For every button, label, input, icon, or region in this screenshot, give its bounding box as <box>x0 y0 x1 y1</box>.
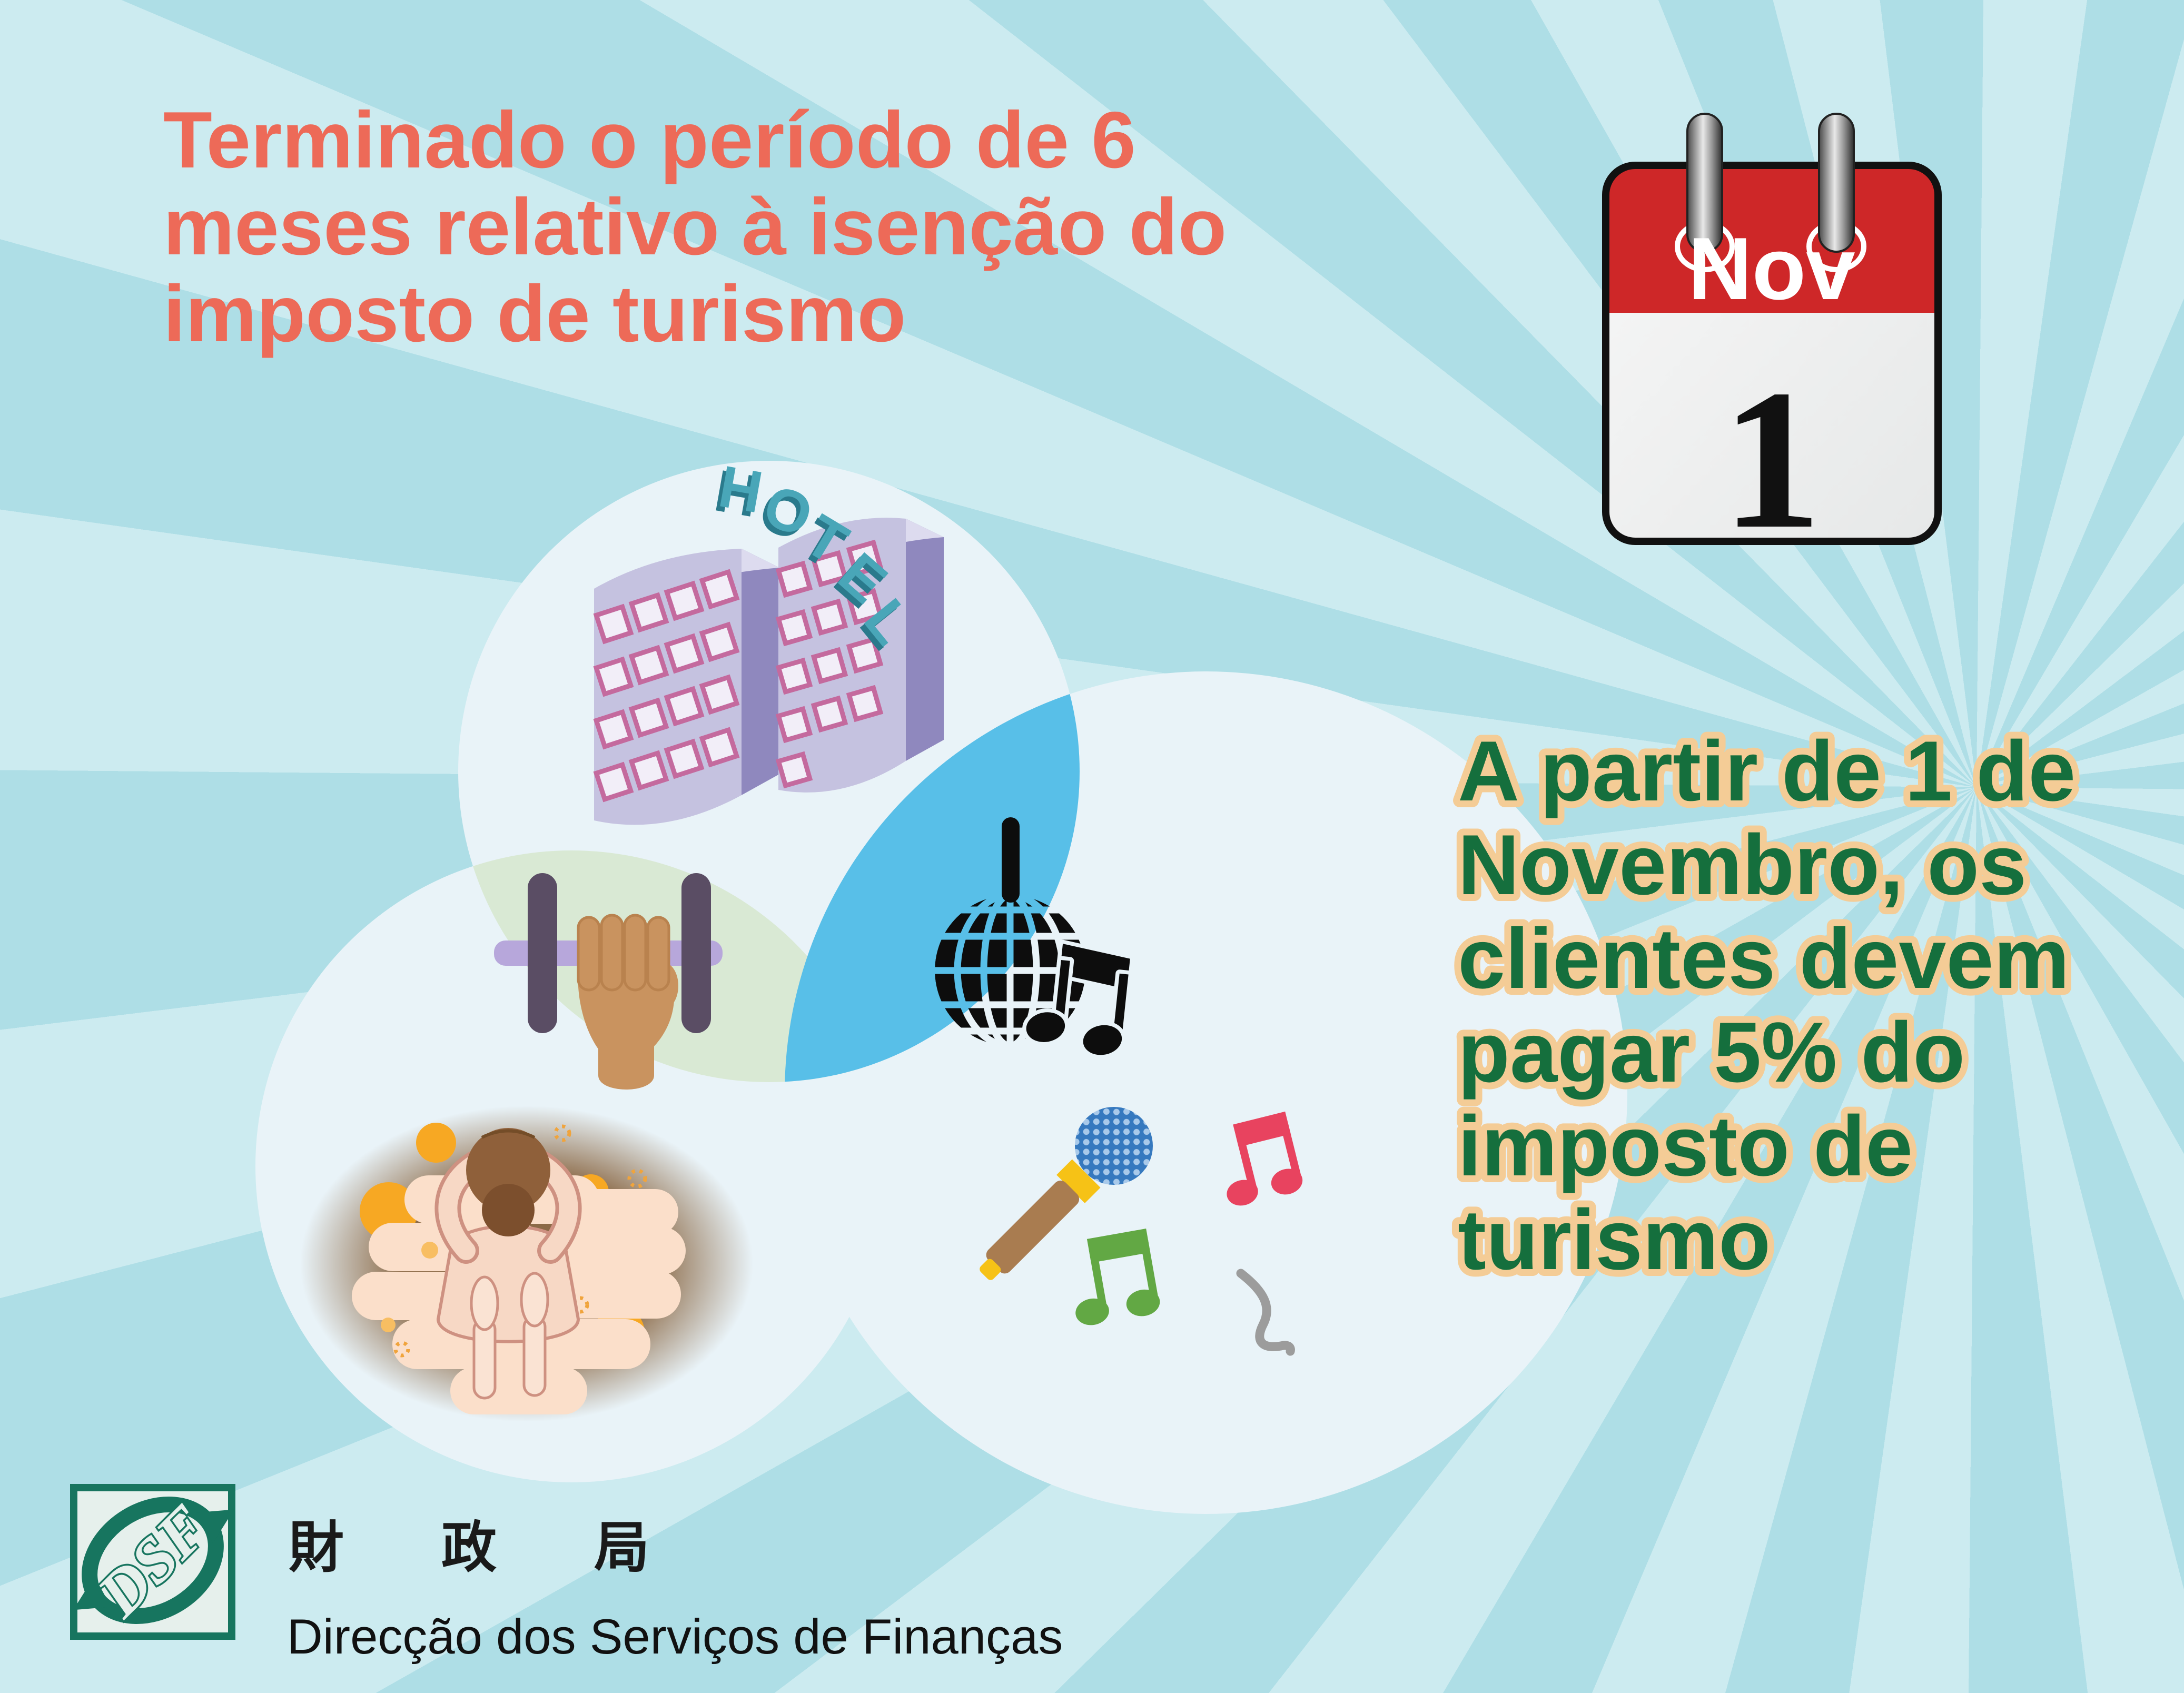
subtitle-line: A partir de 1 de <box>1458 724 2076 819</box>
hotel-buildings-icon: H O T E L <box>593 453 944 825</box>
calendar-month-label: Nov <box>1688 219 1855 318</box>
fist-barbell-icon <box>494 873 723 1090</box>
dsf-logo-swoosh <box>73 1497 234 1624</box>
headline-line: Terminado o período de 6 <box>163 95 1136 185</box>
masseuse-hands <box>470 1272 549 1400</box>
hotel-windows <box>593 539 884 803</box>
microphone-music-notes-icon <box>980 1107 1303 1356</box>
calendar-ring-left <box>1686 113 1723 253</box>
venn-blue-lens <box>785 671 1080 1082</box>
music-note-pink-icon <box>1227 1111 1303 1206</box>
org-name-portuguese: Direcção dos Serviços de Finanças <box>287 1609 1063 1664</box>
headline: Terminado o período de 6 meses relativo … <box>163 95 1227 359</box>
subtitle-line: clientes devem <box>1458 911 2070 1006</box>
venn-green-lens <box>458 850 887 1082</box>
disco-ball-music-note-icon <box>935 817 1134 1059</box>
music-note-green-icon <box>1075 1229 1160 1325</box>
org-name-chinese: 財政局 <box>289 1517 747 1579</box>
dsf-logo: DSF <box>70 1484 235 1640</box>
calendar-day-number: 1 <box>1722 349 1822 570</box>
microphone-icon <box>980 1107 1153 1280</box>
headline-line: imposto de turismo <box>163 269 906 359</box>
sparkle-icon <box>393 1124 647 1358</box>
music-note-icon <box>1022 939 1134 1059</box>
subtitle-line: Novembro, os <box>1458 817 2027 913</box>
subtitle-line: turismo <box>1458 1192 1771 1288</box>
calendar-ring-right <box>1818 113 1855 253</box>
subtitle-line: pagar 5% do <box>1458 1005 1965 1100</box>
calendar-icon: Nov 1 <box>1602 113 1942 570</box>
mic-cable <box>1236 1269 1295 1356</box>
subtitle: A partir de 1 de Novembro, os clientes d… <box>1451 717 2082 1294</box>
massage-spa-icon <box>300 1106 753 1422</box>
headline-line: meses relativo à isenção do <box>163 182 1227 272</box>
subtitle-line: imposto de <box>1458 1098 1913 1194</box>
